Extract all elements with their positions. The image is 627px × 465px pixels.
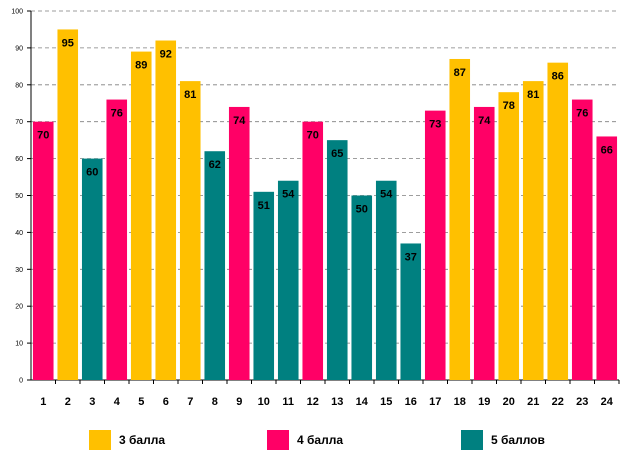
bar [473,106,495,380]
x-tick-label: 11 [282,396,294,408]
bar [155,40,177,381]
x-tick-label: 5 [138,396,144,408]
data-label: 70 [37,130,49,142]
data-label: 76 [576,108,588,120]
y-tick-label: 100 [11,9,23,16]
bar [449,58,471,380]
x-tick-label: 18 [454,396,466,408]
data-label: 62 [209,159,221,171]
data-label: 65 [331,148,343,160]
y-tick-label: 50 [15,193,23,200]
data-label: 70 [307,130,319,142]
x-tick-label: 10 [258,396,270,408]
y-tick-label: 10 [15,341,23,348]
data-label: 87 [454,67,466,79]
y-tick-label: 90 [15,45,23,52]
bar [375,180,397,380]
bar [400,243,422,380]
x-tick-label: 9 [236,396,242,408]
bar [228,106,250,380]
bar [81,158,103,380]
x-tick-label: 2 [65,396,71,408]
bar [106,99,128,380]
x-tick-label: 21 [527,396,539,408]
bar-chart: 0102030405060708090100701952603764895926… [11,9,620,408]
data-label: 74 [233,115,246,127]
data-label: 81 [184,89,196,101]
y-tick-label: 30 [15,267,23,274]
x-tick-label: 7 [187,396,193,408]
x-tick-label: 4 [114,396,121,408]
bar [204,151,226,380]
data-label: 50 [356,204,368,216]
data-label: 54 [282,189,295,201]
y-tick-label: 20 [15,304,23,311]
y-tick-label: 0 [19,378,23,385]
data-label: 95 [62,37,74,49]
legend-label-3-balla: 3 балла [119,433,166,447]
data-label: 37 [405,251,417,263]
data-label: 54 [380,189,393,201]
bar [522,81,544,381]
legend-item-5-ballov: 5 баллов [461,430,545,450]
legend-swatch-5-ballov [461,430,483,450]
bar [547,62,569,380]
data-label: 89 [135,60,147,72]
bar [498,92,520,381]
x-tick-label: 20 [503,396,515,408]
x-tick-label: 15 [380,396,392,408]
bar [32,121,54,380]
y-tick-label: 60 [15,156,23,163]
data-label: 73 [429,119,441,131]
legend-swatch-4-balla [267,430,289,450]
data-label: 86 [552,71,564,83]
data-label: 66 [601,144,613,156]
legend-label-4-balla: 4 балла [297,433,344,447]
x-tick-label: 3 [89,396,95,408]
bar [571,99,593,380]
bar [277,180,299,380]
bar [179,81,201,381]
bar [57,29,79,380]
x-tick-label: 16 [405,396,417,408]
bar [424,110,446,380]
data-label: 60 [86,167,98,179]
x-tick-label: 14 [356,396,369,408]
x-tick-label: 13 [331,396,343,408]
x-tick-label: 8 [212,396,218,408]
data-label: 92 [160,49,172,61]
bar [130,51,152,381]
x-tick-label: 1 [40,396,46,408]
x-tick-label: 23 [576,396,588,408]
y-tick-label: 80 [15,82,23,89]
legend-label-5-ballov: 5 баллов [491,433,545,447]
bar [302,121,324,380]
legend-item-4-balla: 4 балла [267,430,343,450]
y-tick-label: 40 [15,230,23,237]
data-label: 51 [258,200,270,212]
bar [351,195,373,380]
legend-swatch-3-balla [89,430,111,450]
x-tick-label: 17 [429,396,441,408]
legend-item-3-balla: 3 балла [89,430,165,450]
x-tick-label: 22 [552,396,564,408]
y-tick-label: 70 [15,119,23,126]
bar [596,136,618,380]
bar [326,140,348,380]
x-tick-label: 12 [307,396,319,408]
data-label: 81 [527,89,539,101]
data-label: 74 [478,115,491,127]
x-tick-label: 6 [163,396,169,408]
data-label: 76 [111,108,123,120]
x-tick-label: 19 [478,396,490,408]
bar [253,191,275,380]
data-label: 78 [503,100,515,112]
x-tick-label: 24 [601,396,614,408]
